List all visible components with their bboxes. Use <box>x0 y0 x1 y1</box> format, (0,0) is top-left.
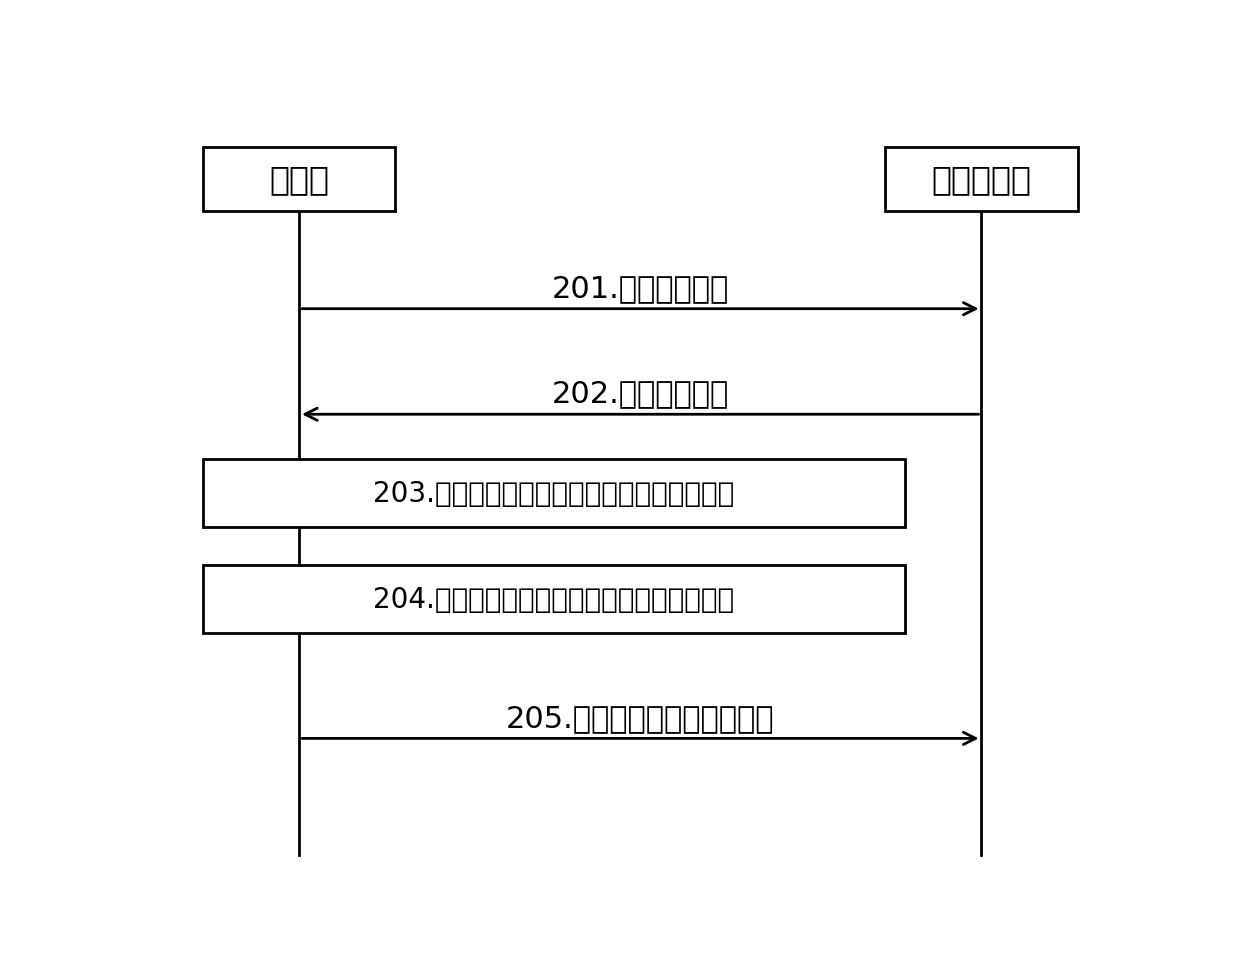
Text: 204.从所述多个决策反馈页面中提取决策建议: 204.从所述多个决策反馈页面中提取决策建议 <box>373 585 734 613</box>
Text: 201.决策问询页面: 201.决策问询页面 <box>552 274 729 303</box>
Text: 205.发送决策结果与决策建议: 205.发送决策结果与决策建议 <box>506 703 775 733</box>
Text: 授权客户端: 授权客户端 <box>931 163 1032 196</box>
FancyBboxPatch shape <box>203 460 905 528</box>
FancyBboxPatch shape <box>203 565 905 633</box>
Text: 服务器: 服务器 <box>269 163 329 196</box>
Text: 202.决策反馈页面: 202.决策反馈页面 <box>552 379 729 408</box>
FancyBboxPatch shape <box>203 148 396 211</box>
Text: 203.根据所述多个决策反馈页面确定决策结果: 203.根据所述多个决策反馈页面确定决策结果 <box>373 480 734 508</box>
FancyBboxPatch shape <box>885 148 1078 211</box>
